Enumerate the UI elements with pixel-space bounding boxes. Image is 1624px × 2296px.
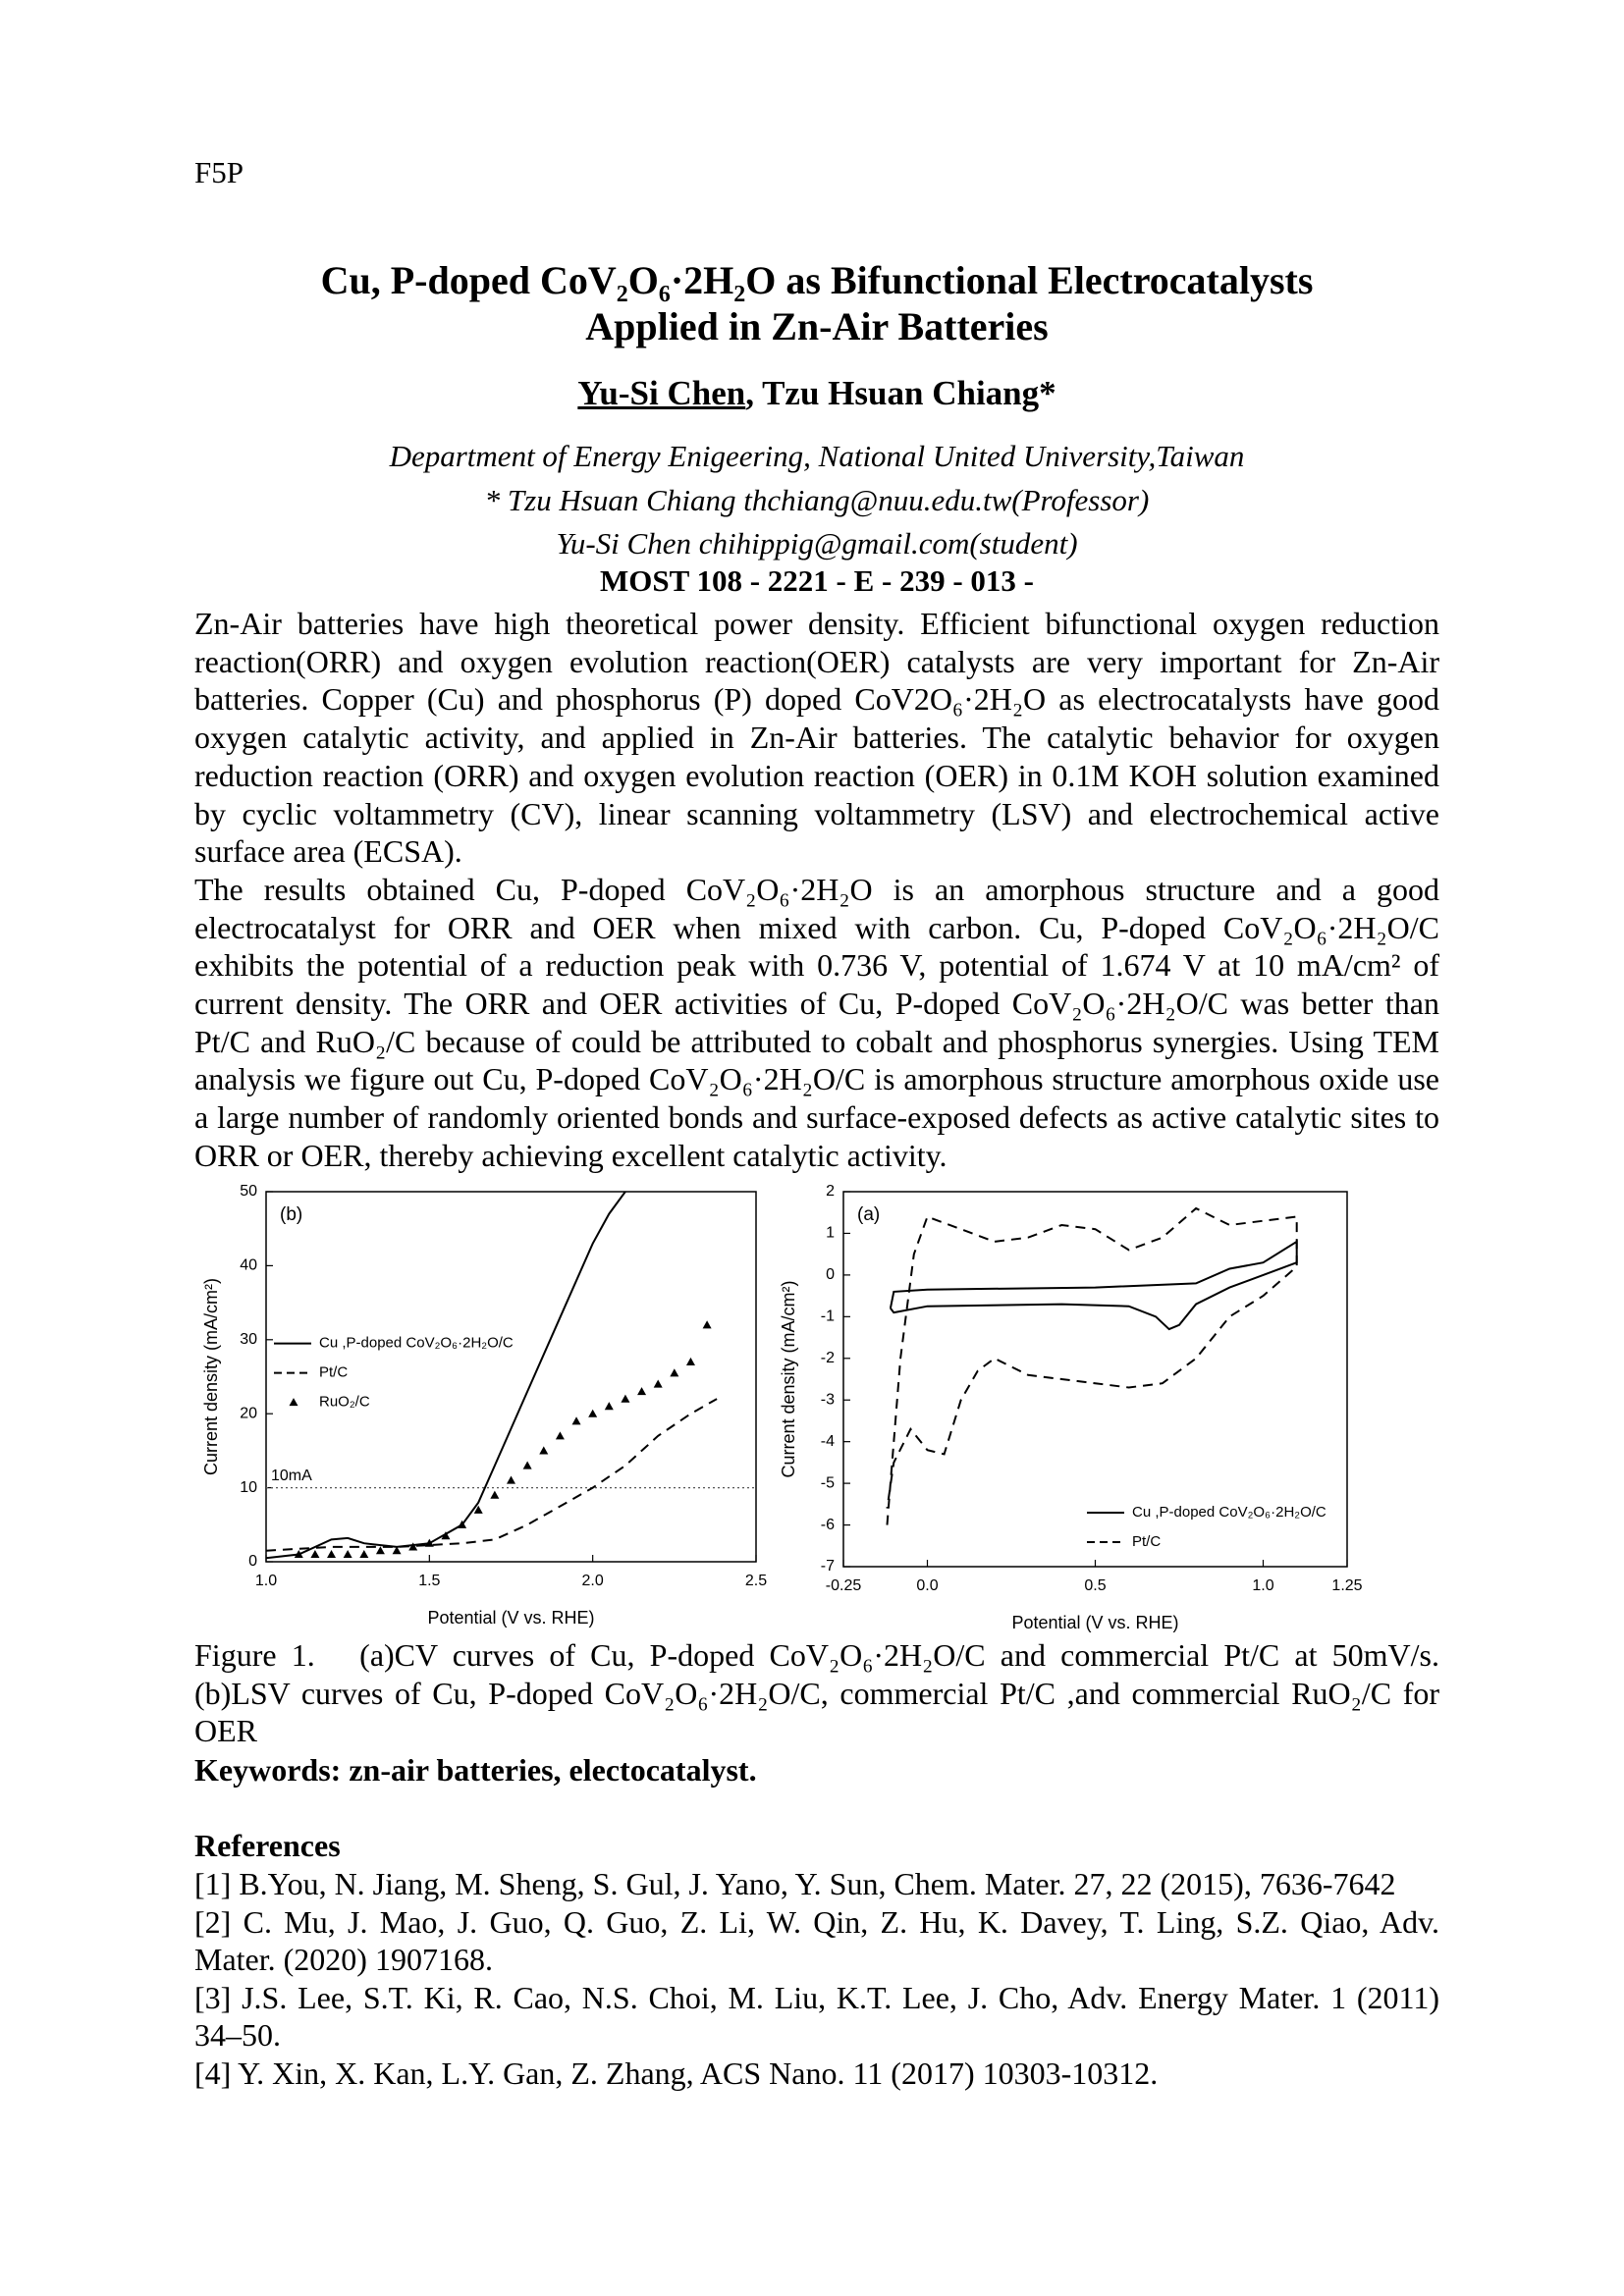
reference: [3] J.S. Lee, S.T. Ki, R. Cao, N.S. Choi… <box>194 1979 1439 2054</box>
data-point <box>539 1446 549 1455</box>
legend-swatch <box>289 1398 298 1407</box>
data-point <box>408 1542 418 1551</box>
x-tick-label: 2.0 <box>582 1573 604 1589</box>
x-tick-label: 0.5 <box>1084 1577 1106 1594</box>
y-tick-label: 40 <box>240 1257 257 1274</box>
y-tick-label: -1 <box>821 1308 835 1325</box>
data-point <box>458 1520 467 1528</box>
y-tick-label: 50 <box>240 1183 257 1200</box>
x-tick-label: 0.0 <box>916 1577 938 1594</box>
abstract-paragraph: The results obtained Cu, P-doped CoV₂O₆·… <box>194 871 1439 1173</box>
caption: Figure 1. (a)CV curves of Cu, P-doped Co… <box>194 1637 1447 1749</box>
y-tick-label: 0 <box>248 1553 257 1570</box>
data-point <box>588 1409 598 1417</box>
panel-label: (a) <box>857 1204 880 1225</box>
page-code: F5P <box>194 155 244 189</box>
y-tick-label: -2 <box>821 1350 835 1366</box>
data-line <box>889 1240 1298 1331</box>
x-tick-label: 1.0 <box>1252 1577 1273 1594</box>
x-axis-label: Potential (V vs. RHE) <box>1011 1613 1178 1632</box>
panel-label: (b) <box>280 1204 302 1225</box>
data-point <box>702 1320 712 1329</box>
y-tick-label: 20 <box>240 1405 257 1421</box>
x-tick-label: 2.5 <box>745 1573 767 1589</box>
presenting-author: Yu-Si Chen <box>577 374 746 412</box>
y-tick-label: 0 <box>826 1266 835 1283</box>
data-point <box>571 1416 581 1425</box>
references-heading: References <box>194 1828 341 1863</box>
y-tick-label: -4 <box>821 1433 835 1450</box>
y-tick-label: -6 <box>821 1517 835 1533</box>
abstract: Zn-Air batteries have high theoretical p… <box>194 605 1439 1175</box>
title-line: Cu, P-doped CoV₂O₆·2H₂O as Bifunctional … <box>320 258 1314 302</box>
y-tick-label: -7 <box>821 1558 835 1575</box>
y-axis-label: Current density (mA/cm²) <box>201 1278 221 1475</box>
legend-label: Pt/C <box>319 1364 348 1381</box>
y-axis-label: Current density (mA/cm²) <box>779 1280 798 1477</box>
data-line <box>886 1206 1298 1525</box>
data-point <box>621 1394 630 1403</box>
figure-caption: Figure 1. (a)CV curves of Cu, P-doped Co… <box>194 1636 1439 1750</box>
x-tick-label: 1.5 <box>418 1573 440 1589</box>
x-tick-label: -0.25 <box>826 1577 862 1594</box>
x-axis-label: Potential (V vs. RHE) <box>427 1608 594 1628</box>
title: Cu, P-doped CoV₂O₆·2H₂O as Bifunctional … <box>194 257 1439 349</box>
affiliation: Yu-Si Chen chihippig@gmail.com(student) <box>556 526 1078 561</box>
references: [1] B.You, N. Jiang, M. Sheng, S. Gul, J… <box>194 1865 1439 2092</box>
y-tick-label: 2 <box>826 1183 835 1200</box>
data-point <box>473 1505 483 1514</box>
affiliations: Department of Energy Enigeering, Nationa… <box>194 435 1439 566</box>
data-point <box>507 1475 515 1484</box>
data-point <box>310 1549 320 1559</box>
grant: MOST 108 - 2221 - E - 239 - 013 - <box>599 563 1035 598</box>
keywords: Keywords: zn-air batteries, electocataly… <box>194 1752 757 1788</box>
y-tick-label: -5 <box>821 1474 835 1491</box>
title-line: Applied in Zn-Air Batteries <box>585 304 1049 348</box>
x-tick-label: 1.25 <box>1331 1577 1362 1594</box>
author: , Tzu Hsuan Chiang* <box>745 374 1056 412</box>
data-line <box>265 1398 718 1552</box>
data-point <box>441 1531 451 1540</box>
legend-label: Cu ,P-doped CoV₂O₆·2H₂O/C <box>1132 1504 1326 1521</box>
affiliation: * Tzu Hsuan Chiang thchiang@nuu.edu.tw(P… <box>484 482 1150 517</box>
reference: [1] B.You, N. Jiang, M. Sheng, S. Gul, J… <box>194 1866 1396 1901</box>
data-point <box>685 1357 695 1366</box>
legend-label: Cu ,P-doped CoV₂O₆·2H₂O/C <box>319 1335 514 1352</box>
plot-frame <box>265 1191 757 1563</box>
data-point <box>294 1549 303 1559</box>
data-point <box>375 1546 385 1555</box>
data-point <box>327 1549 337 1559</box>
data-point <box>392 1546 402 1555</box>
x-tick-label: 1.0 <box>255 1573 277 1589</box>
legend-label: RuO₂/C <box>319 1394 370 1411</box>
legend-label: Pt/C <box>1132 1533 1161 1550</box>
data-point <box>653 1379 663 1388</box>
data-point <box>555 1431 565 1440</box>
data-point <box>604 1402 614 1411</box>
y-tick-label: 30 <box>240 1331 257 1348</box>
data-point <box>424 1538 434 1547</box>
reference: [4] Y. Xin, X. Kan, L.Y. Gan, Z. Zhang, … <box>194 2055 1159 2091</box>
data-point <box>637 1387 647 1396</box>
data-point <box>522 1461 532 1469</box>
authors: Yu-Si Chen, Tzu Hsuan Chiang* <box>194 374 1439 413</box>
y-tick-label: -3 <box>821 1391 835 1408</box>
affiliation: Department of Energy Enigeering, Nationa… <box>389 439 1245 473</box>
data-point <box>359 1549 369 1559</box>
y-tick-label: 10 <box>240 1479 257 1496</box>
data-point <box>670 1368 679 1377</box>
reference-label: 10mA <box>271 1468 312 1484</box>
y-tick-label: 1 <box>826 1225 835 1242</box>
abstract-paragraph: Zn-Air batteries have high theoretical p… <box>194 606 1439 870</box>
data-point <box>490 1490 500 1499</box>
reference: [2] C. Mu, J. Mao, J. Guo, Q. Guo, Z. Li… <box>194 1903 1439 1978</box>
data-point <box>343 1549 352 1559</box>
